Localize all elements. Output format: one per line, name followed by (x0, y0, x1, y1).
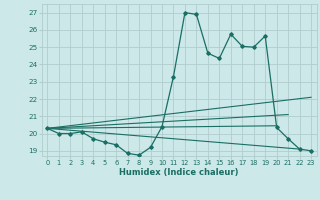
X-axis label: Humidex (Indice chaleur): Humidex (Indice chaleur) (119, 168, 239, 177)
